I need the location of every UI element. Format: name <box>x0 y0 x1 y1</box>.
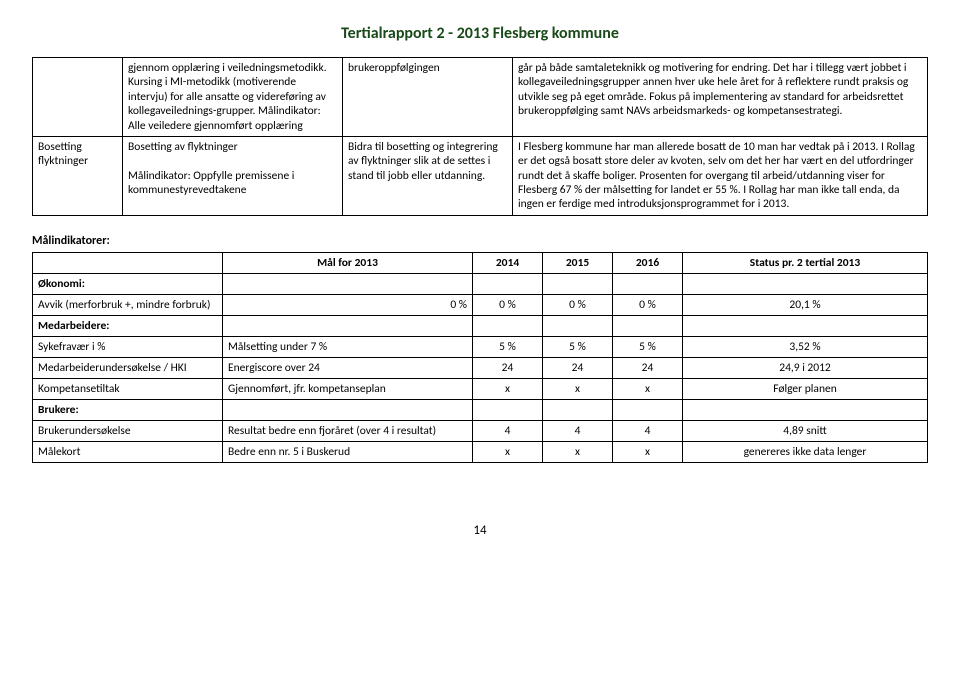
indicators-subhead-row: Økonomi: <box>33 273 928 294</box>
document-title: Tertialrapport 2 - 2013 Flesberg kommune <box>32 24 928 43</box>
indicators-cell: x <box>613 378 683 399</box>
indicators-cell: Kompetansetiltak <box>33 378 223 399</box>
indicators-empty-cell <box>543 399 613 420</box>
indicators-cell: 4 <box>473 420 543 441</box>
context-cell: Bosetting av flyktningerMålindikator: Op… <box>123 136 343 215</box>
indicators-empty-cell <box>223 399 473 420</box>
indicators-header-cell: 2016 <box>613 252 683 273</box>
indicators-empty-cell <box>613 273 683 294</box>
indicators-data-row: Avvik (merforbruk +, mindre forbruk)0 %0… <box>33 294 928 315</box>
context-row: Bosetting flyktningerBosetting av flyktn… <box>33 136 928 215</box>
context-cell <box>33 58 123 137</box>
indicators-heading: Målindikatorer: <box>32 234 928 248</box>
indicators-cell: x <box>473 378 543 399</box>
indicators-table: Mål for 2013201420152016Status pr. 2 ter… <box>32 252 928 463</box>
indicators-cell: Avvik (merforbruk +, mindre forbruk) <box>33 294 223 315</box>
indicators-empty-cell <box>683 315 928 336</box>
indicators-cell: Målsetting under 7 % <box>223 336 473 357</box>
context-cell: går på både samtaleteknikk og motivering… <box>513 58 928 137</box>
indicators-cell: 0 % <box>223 294 473 315</box>
indicators-cell: x <box>473 441 543 462</box>
indicators-subhead-cell: Økonomi: <box>33 273 223 294</box>
indicators-cell: 0 % <box>543 294 613 315</box>
indicators-cell: 5 % <box>613 336 683 357</box>
indicators-empty-cell <box>613 399 683 420</box>
indicators-header-row: Mål for 2013201420152016Status pr. 2 ter… <box>33 252 928 273</box>
indicators-subhead-row: Medarbeidere: <box>33 315 928 336</box>
context-table-body: gjennom opplæring i veiledningsmetodikk.… <box>33 58 928 216</box>
indicators-header-cell: Status pr. 2 tertial 2013 <box>683 252 928 273</box>
context-table: gjennom opplæring i veiledningsmetodikk.… <box>32 57 928 216</box>
indicators-cell: 4,89 snitt <box>683 420 928 441</box>
indicators-header-cell: 2014 <box>473 252 543 273</box>
indicators-subhead-cell: Brukere: <box>33 399 223 420</box>
indicators-cell: Følger planen <box>683 378 928 399</box>
indicators-header-cell <box>33 252 223 273</box>
indicators-cell: 0 % <box>473 294 543 315</box>
indicators-cell: Brukerundersøkelse <box>33 420 223 441</box>
indicators-header-cell: Mål for 2013 <box>223 252 473 273</box>
indicators-cell: genereres ikke data lenger <box>683 441 928 462</box>
context-cell: brukeroppfølgingen <box>343 58 513 137</box>
indicators-cell: Målekort <box>33 441 223 462</box>
indicators-empty-cell <box>473 273 543 294</box>
indicators-data-row: Sykefravær i %Målsetting under 7 %5 %5 %… <box>33 336 928 357</box>
indicators-cell: Energiscore over 24 <box>223 357 473 378</box>
indicators-data-row: KompetansetiltakGjennomført, jfr. kompet… <box>33 378 928 399</box>
context-cell: I Flesberg kommune har man allerede bosa… <box>513 136 928 215</box>
indicators-empty-cell <box>683 399 928 420</box>
indicators-cell: Gjennomført, jfr. kompetanseplan <box>223 378 473 399</box>
indicators-empty-cell <box>543 273 613 294</box>
indicators-cell: Sykefravær i % <box>33 336 223 357</box>
indicators-empty-cell <box>543 315 613 336</box>
indicators-cell: x <box>543 441 613 462</box>
indicators-empty-cell <box>223 273 473 294</box>
indicators-empty-cell <box>683 273 928 294</box>
indicators-subhead-row: Brukere: <box>33 399 928 420</box>
indicators-cell: 5 % <box>543 336 613 357</box>
indicators-data-row: MålekortBedre enn nr. 5 i Buskerudxxxgen… <box>33 441 928 462</box>
indicators-cell: 24 <box>473 357 543 378</box>
page-number: 14 <box>32 523 928 538</box>
indicators-cell: 5 % <box>473 336 543 357</box>
indicators-cell: Resultat bedre enn fjoråret (over 4 i re… <box>223 420 473 441</box>
indicators-empty-cell <box>613 315 683 336</box>
indicators-cell: 24,9 i 2012 <box>683 357 928 378</box>
indicators-cell: 24 <box>543 357 613 378</box>
indicators-cell: 24 <box>613 357 683 378</box>
indicators-cell: 4 <box>543 420 613 441</box>
context-cell: Bidra til bosetting og integrering av fl… <box>343 136 513 215</box>
context-cell: gjennom opplæring i veiledningsmetodikk.… <box>123 58 343 137</box>
indicators-empty-cell <box>473 315 543 336</box>
context-cell: Bosetting flyktninger <box>33 136 123 215</box>
indicators-cell: 3,52 % <box>683 336 928 357</box>
indicators-data-row: BrukerundersøkelseResultat bedre enn fjo… <box>33 420 928 441</box>
indicators-table-body: Økonomi:Avvik (merforbruk +, mindre forb… <box>33 273 928 462</box>
indicators-subhead-cell: Medarbeidere: <box>33 315 223 336</box>
indicators-cell: 4 <box>613 420 683 441</box>
indicators-cell: Medarbeiderundersøkelse / HKI <box>33 357 223 378</box>
indicators-cell: 0 % <box>613 294 683 315</box>
indicators-empty-cell <box>223 315 473 336</box>
indicators-cell: Bedre enn nr. 5 i Buskerud <box>223 441 473 462</box>
indicators-data-row: Medarbeiderundersøkelse / HKIEnergiscore… <box>33 357 928 378</box>
indicators-cell: 20,1 % <box>683 294 928 315</box>
context-row: gjennom opplæring i veiledningsmetodikk.… <box>33 58 928 137</box>
indicators-empty-cell <box>473 399 543 420</box>
indicators-cell: x <box>613 441 683 462</box>
indicators-cell: x <box>543 378 613 399</box>
indicators-header-cell: 2015 <box>543 252 613 273</box>
